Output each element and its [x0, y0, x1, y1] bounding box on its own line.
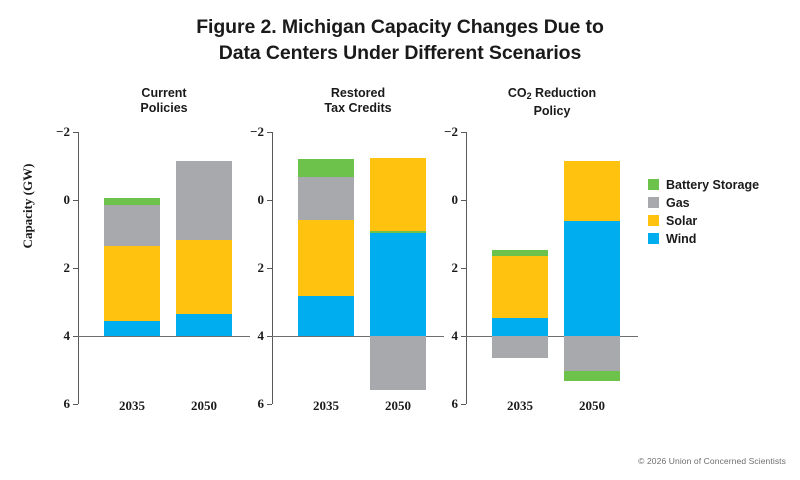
y-axis-tick: [461, 404, 466, 405]
bar-segment-wind[interactable]: [564, 221, 620, 336]
y-axis-tick: [73, 132, 78, 133]
zero-line: [272, 336, 444, 337]
y-axis-tick: [267, 268, 272, 269]
zero-line: [78, 336, 250, 337]
x-axis-label-2035: 2035: [313, 398, 339, 413]
y-axis-tick: [267, 200, 272, 201]
y-axis-tick: [73, 336, 78, 337]
legend-item-label: Solar: [666, 213, 698, 228]
y-axis-tick-label: 0: [257, 192, 265, 207]
bar-2050[interactable]: [564, 0, 620, 480]
figure-title-line-1: Figure 2. Michigan Capacity Changes Due …: [196, 16, 604, 38]
x-axis-label-2050: 2050: [579, 398, 605, 413]
bar-segment-solar[interactable]: [298, 220, 354, 296]
y-axis-tick: [461, 132, 466, 133]
y-axis-tick-label: −2: [250, 124, 264, 139]
y-axis-tick-label: 6: [451, 396, 459, 411]
y-axis-tick-label: 2: [451, 260, 459, 275]
chart-legend: Battery Storage Gas Solar Wind: [648, 176, 759, 248]
x-axis-label-2050: 2050: [385, 398, 411, 413]
panel-title: CO2 Reduction Policy: [507, 86, 597, 118]
x-axis-label-2050: 2050: [191, 398, 217, 413]
y-axis-tick-label: 4: [257, 328, 265, 343]
copyright-credit: © 2026 Union of Concerned Scientists: [638, 456, 786, 466]
bar-segment-gas[interactable]: [370, 336, 426, 391]
y-axis-tick: [73, 268, 78, 269]
bar-2035[interactable]: [104, 0, 160, 480]
bar-segment-battery-storage[interactable]: [370, 230, 426, 233]
y-axis-tick: [267, 132, 272, 133]
bar-segment-battery-storage[interactable]: [492, 249, 548, 257]
y-axis-tick-label: −2: [56, 124, 70, 139]
x-axis-label-2035: 2035: [507, 398, 533, 413]
panel-restored-tax-credits: Restored Tax Credits 6 4 2 0 −2 2035 2050: [250, 0, 444, 480]
x-axis-label-2035: 2035: [119, 398, 145, 413]
figure-title: Figure 2. Michigan Capacity Changes Due …: [0, 14, 800, 66]
y-axis-line: [466, 132, 467, 404]
bar-segment-wind[interactable]: [104, 321, 160, 336]
y-axis-tick-label: 2: [257, 260, 265, 275]
bar-segment-battery-storage[interactable]: [104, 197, 160, 205]
panel-title: Current Policies: [140, 86, 188, 115]
y-axis-line: [272, 132, 273, 404]
bar-segment-gas[interactable]: [104, 204, 160, 246]
bar-segment-solar[interactable]: [104, 245, 160, 322]
y-axis-tick: [461, 200, 466, 201]
bar-segment-wind[interactable]: [298, 295, 354, 336]
panel-co2-reduction-policy: CO2 Reduction Policy 6 4 2 0 −2 2035 2050: [444, 0, 638, 480]
y-axis-tick-label: 6: [63, 396, 71, 411]
y-axis-tick: [73, 404, 78, 405]
bar-segment-battery-storage[interactable]: [564, 371, 620, 381]
bar-segment-battery-storage[interactable]: [298, 158, 354, 177]
legend-item-gas[interactable]: Gas: [648, 194, 759, 211]
legend-item-label: Gas: [666, 195, 690, 210]
y-axis-tick: [73, 200, 78, 201]
bar-segment-wind[interactable]: [370, 232, 426, 336]
bar-segment-solar[interactable]: [564, 160, 620, 222]
y-axis-tick-label: 0: [63, 192, 71, 207]
figure-title-line-2: Data Centers Under Different Scenarios: [218, 42, 582, 64]
legend-swatch-icon: [648, 233, 659, 244]
bar-segment-wind[interactable]: [492, 317, 548, 336]
legend-item-wind[interactable]: Wind: [648, 230, 759, 247]
bar-2050[interactable]: [176, 0, 232, 480]
bar-2050[interactable]: [370, 0, 426, 480]
bar-2035[interactable]: [298, 0, 354, 480]
legend-item-label: Wind: [666, 231, 697, 246]
bar-2035[interactable]: [492, 0, 548, 480]
legend-swatch-icon: [648, 197, 659, 208]
y-axis-tick-label: 2: [63, 260, 71, 275]
bar-segment-gas[interactable]: [564, 336, 620, 372]
y-axis-tick: [267, 336, 272, 337]
bar-segment-solar[interactable]: [176, 240, 232, 314]
bar-segment-gas[interactable]: [298, 176, 354, 221]
panel-title: Restored Tax Credits: [324, 86, 392, 115]
legend-swatch-icon: [648, 179, 659, 190]
y-axis-tick-label: 6: [257, 396, 265, 411]
zero-line: [466, 336, 638, 337]
y-axis-tick-label: 4: [451, 328, 459, 343]
y-axis-tick-label: −2: [444, 124, 458, 139]
y-axis-tick-label: 4: [63, 328, 71, 343]
y-axis-line: [78, 132, 79, 404]
bar-segment-solar[interactable]: [370, 157, 426, 231]
legend-swatch-icon: [648, 215, 659, 226]
y-axis-tick-label: 0: [451, 192, 459, 207]
panel-current-policies: Current Policies 6 4 2 0 −2 2035 2050: [56, 0, 250, 480]
legend-item-solar[interactable]: Solar: [648, 212, 759, 229]
y-axis-tick: [461, 268, 466, 269]
bar-segment-gas[interactable]: [176, 160, 232, 241]
y-axis-tick: [461, 336, 466, 337]
legend-item-battery-storage[interactable]: Battery Storage: [648, 176, 759, 193]
bar-segment-solar[interactable]: [492, 256, 548, 318]
y-axis-tick: [267, 404, 272, 405]
legend-item-label: Battery Storage: [666, 177, 760, 192]
bar-segment-gas[interactable]: [492, 336, 548, 359]
bar-segment-wind[interactable]: [176, 313, 232, 336]
